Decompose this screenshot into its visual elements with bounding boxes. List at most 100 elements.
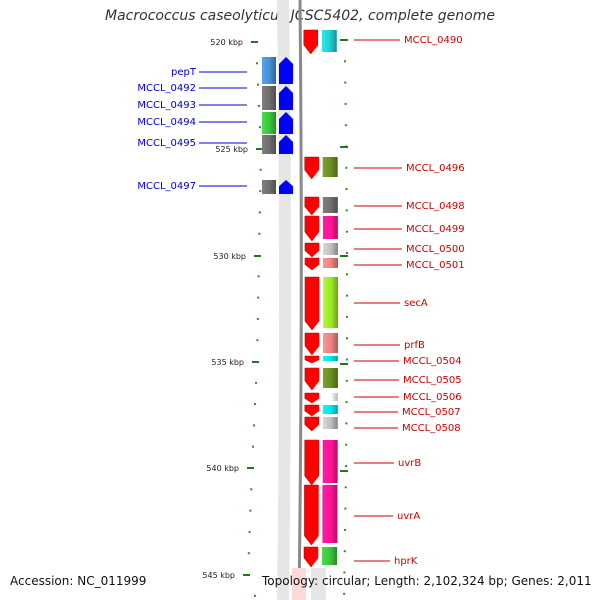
feature-box-right <box>322 333 338 353</box>
feature-box-left <box>262 96 276 110</box>
feature-box-right <box>322 405 338 414</box>
scale-minor-tick <box>345 443 348 446</box>
feature-box-faded <box>292 568 306 600</box>
strand-arrow-right <box>304 215 320 242</box>
scale-minor-tick <box>254 594 256 597</box>
scale-minor-tick <box>259 190 262 193</box>
scale-minor-tick <box>258 126 261 129</box>
scale-minor-tick <box>343 571 346 574</box>
scale-minor-tick <box>258 232 261 235</box>
scale-minor-tick <box>345 422 348 425</box>
scale-minor-tick <box>345 166 348 169</box>
feature-box-right <box>322 440 338 483</box>
strand-arrow-right <box>303 29 319 55</box>
scale-minor-tick <box>252 445 255 448</box>
feature-label-left: MCCL_0497 <box>137 181 196 192</box>
strand-arrow-right <box>304 332 320 356</box>
scale-major-tick <box>243 574 250 576</box>
scale-label: 540 kbp <box>206 464 239 473</box>
scale-minor-tick <box>345 337 348 340</box>
scale-minor-tick <box>254 403 257 406</box>
scale-label: 525 kbp <box>215 145 248 154</box>
scale-major-tick <box>252 361 259 363</box>
scale-minor-tick <box>257 296 260 299</box>
scale-minor-tick <box>345 294 348 297</box>
scale-minor-tick <box>344 465 347 467</box>
scale-label: 535 kbp <box>211 358 244 367</box>
strand-arrow-right <box>304 416 320 432</box>
scale-minor-tick <box>255 381 258 384</box>
scale-minor-tick <box>257 275 260 278</box>
scale-major-tick <box>254 255 261 257</box>
feature-box-faded <box>311 568 326 600</box>
strand-arrow-right <box>304 156 319 180</box>
scale-major-tick <box>340 470 348 472</box>
scale-minor-tick <box>345 230 348 233</box>
scale-major-tick <box>340 363 348 365</box>
strand-arrow-left <box>279 112 293 134</box>
feature-box-right <box>322 393 338 401</box>
feature-box-right <box>322 417 338 429</box>
feature-box-right <box>322 197 338 213</box>
strand-arrow-right <box>304 355 320 364</box>
feature-box-right <box>321 547 337 565</box>
topology-text: Topology: circular; Length: 2,102,324 bp… <box>262 574 592 588</box>
strand-arrow-right <box>304 242 320 258</box>
strand-arrow-right <box>304 392 320 404</box>
strand-arrow-right <box>303 546 319 568</box>
scale-minor-tick <box>345 273 348 276</box>
scale-label: 545 kbp <box>202 571 235 580</box>
scale-major-tick <box>251 41 258 43</box>
feature-box-right <box>322 243 338 255</box>
strand-arrow-left <box>279 135 293 154</box>
scale-minor-tick <box>257 104 260 107</box>
scale-label: 530 kbp <box>213 252 246 261</box>
scale-minor-tick <box>345 358 348 361</box>
scale-minor-tick <box>345 315 348 318</box>
feature-label-right: secA <box>404 298 428 309</box>
scale-minor-tick <box>343 592 346 595</box>
strand-arrow-right <box>304 404 320 417</box>
feature-box-left <box>262 112 276 134</box>
scale-minor-tick <box>344 486 347 489</box>
scale-minor-tick <box>345 401 348 404</box>
feature-label-right: hprK <box>394 556 418 567</box>
strand-arrow-left <box>279 96 293 110</box>
scale-minor-tick <box>344 81 347 84</box>
feature-box-right <box>321 30 337 52</box>
strand-arrow-right <box>304 196 320 216</box>
backbone-line <box>297 0 303 600</box>
scale-major-tick <box>340 39 348 41</box>
scale-label: 520 kbp <box>210 38 243 47</box>
feature-label-right: MCCL_0500 <box>406 244 465 255</box>
feature-label-right: MCCL_0490 <box>404 35 463 46</box>
scale-minor-tick <box>345 252 348 254</box>
scale-major-tick <box>340 255 348 257</box>
scale-minor-tick <box>256 317 259 320</box>
feature-box-left <box>262 180 276 194</box>
feature-label-right: uvrB <box>398 458 421 469</box>
strand-arrow-right <box>304 367 320 391</box>
scale-minor-tick <box>345 209 348 212</box>
feature-label-right: MCCL_0498 <box>406 201 465 212</box>
feature-label-left: pepT <box>171 67 197 78</box>
scale-minor-tick <box>256 83 259 86</box>
scale-minor-tick <box>345 188 348 191</box>
feature-box-right <box>322 277 338 328</box>
feature-label-right: MCCL_0508 <box>402 423 461 434</box>
feature-label-right: MCCL_0504 <box>403 356 462 367</box>
feature-label-right: MCCL_0499 <box>406 224 465 235</box>
scale-major-tick <box>247 467 254 469</box>
feature-label-left: MCCL_0492 <box>137 83 196 94</box>
scale-minor-tick <box>345 379 348 382</box>
scale-minor-tick <box>247 552 250 555</box>
scale-minor-tick <box>344 507 347 510</box>
scale-minor-tick <box>344 528 347 531</box>
feature-label-left: MCCL_0495 <box>137 138 196 149</box>
feature-box-left <box>262 57 276 84</box>
strand-arrow-left <box>279 57 293 84</box>
strand-arrow-right <box>304 276 320 331</box>
feature-label-right: prfB <box>404 340 425 351</box>
feature-box-left <box>262 135 276 154</box>
